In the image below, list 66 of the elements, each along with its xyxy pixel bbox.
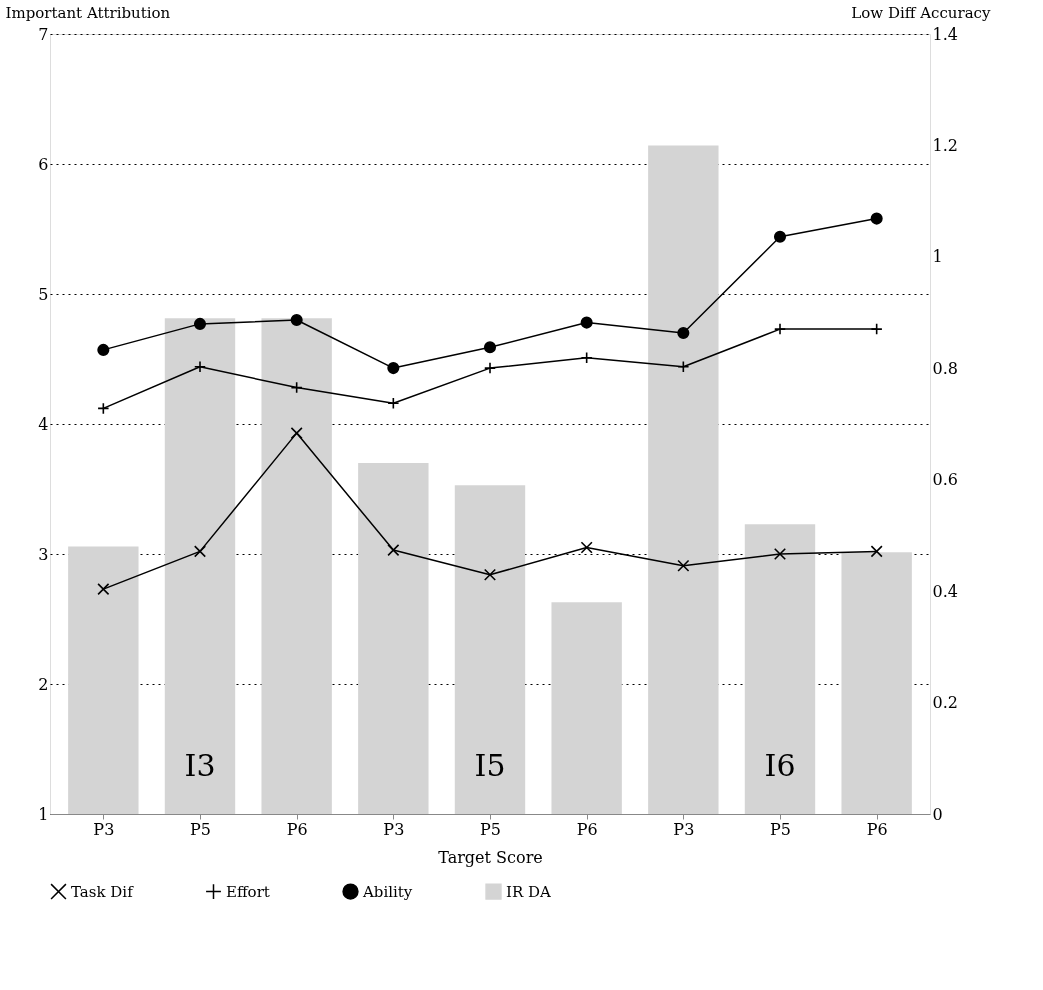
x-axis-title: Target Score	[438, 847, 543, 867]
x-tick-label: P3	[673, 819, 695, 839]
y2-tick-label: 0.6	[932, 470, 958, 490]
y-tick-label: 1	[38, 804, 49, 824]
point	[580, 316, 593, 329]
point	[387, 397, 400, 410]
point	[870, 545, 883, 558]
point	[290, 313, 303, 327]
x-tick-label: P6	[576, 819, 598, 839]
point	[677, 559, 690, 572]
annotation: I3	[184, 748, 216, 784]
x-tick-label: P6	[286, 819, 308, 839]
x-tick-label: P3	[93, 819, 115, 839]
y2-axis-title: Low Diff Accuracy	[851, 3, 992, 22]
legend-label: Ability	[362, 882, 413, 901]
point	[387, 544, 400, 557]
y-tick-label: 2	[38, 674, 49, 694]
point	[97, 583, 110, 596]
bar	[164, 318, 236, 814]
point	[290, 427, 303, 440]
y-tick-label: 3	[38, 544, 49, 564]
y-tick-label: 5	[38, 284, 49, 304]
point	[483, 568, 497, 581]
bar	[551, 602, 622, 814]
bar	[648, 145, 719, 814]
point	[773, 547, 787, 561]
point	[580, 541, 593, 554]
point	[97, 343, 110, 356]
annotation: I5	[474, 748, 506, 784]
y-axis-title: Important Attribution	[5, 3, 171, 22]
bar	[261, 318, 332, 814]
point	[97, 402, 110, 415]
legend-label: Effort	[226, 882, 270, 901]
y2-tick-label: 0.4	[932, 581, 958, 601]
y2-tick-label: 1.4	[932, 24, 958, 44]
x-tick-label: P3	[383, 819, 405, 839]
point	[870, 212, 883, 225]
x-tick-label: P5	[770, 819, 791, 839]
point	[290, 381, 303, 394]
y2-tick-label: 1	[932, 247, 943, 267]
point	[483, 341, 497, 354]
bar	[68, 546, 139, 814]
point	[677, 326, 690, 340]
y2-tick-label: 1.2	[932, 135, 958, 155]
x-tick-label: P5	[190, 819, 211, 839]
point	[193, 317, 207, 330]
x-tick-label: P6	[866, 819, 888, 839]
bar	[744, 524, 816, 814]
y2-tick-label: 0.8	[932, 358, 958, 378]
point	[193, 545, 207, 558]
y-tick-label: 7	[38, 24, 49, 44]
y-tick-label: 4	[38, 414, 49, 434]
y2-tick-label: 0	[932, 804, 943, 824]
y2-tick-label: 0.2	[932, 693, 958, 713]
point	[773, 230, 787, 243]
point	[387, 362, 400, 375]
legend-label: Task Dif	[71, 882, 135, 901]
legend-label: IR DA	[506, 882, 552, 901]
point	[580, 351, 593, 364]
bar	[358, 463, 429, 814]
annotation: I6	[764, 748, 796, 784]
x-tick-label: P5	[480, 819, 501, 839]
point	[870, 323, 883, 336]
bar	[454, 485, 526, 814]
y-tick-label: 6	[38, 154, 49, 174]
bar	[841, 552, 912, 814]
